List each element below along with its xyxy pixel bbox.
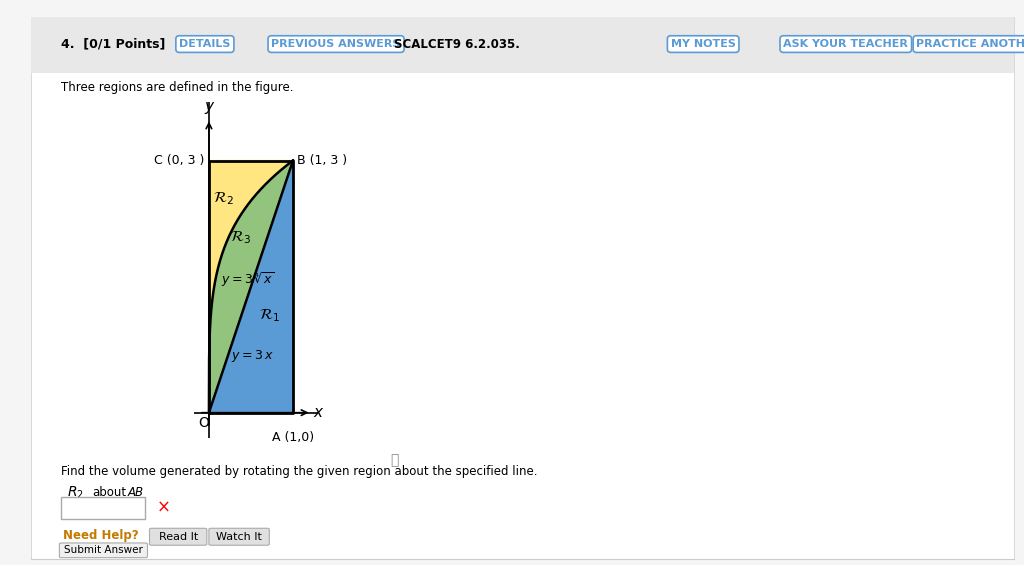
Text: ×: × (157, 499, 171, 517)
Text: about: about (92, 486, 126, 499)
FancyBboxPatch shape (59, 543, 147, 558)
Text: $y = 3\,x$: $y = 3\,x$ (230, 347, 273, 363)
FancyBboxPatch shape (31, 17, 1014, 73)
Text: Find the volume generated by rotating the given region about the specified line.: Find the volume generated by rotating th… (61, 465, 538, 479)
FancyBboxPatch shape (31, 17, 1014, 559)
Text: x: x (313, 405, 323, 420)
Polygon shape (209, 160, 293, 411)
Text: DETAILS: DETAILS (179, 39, 230, 49)
Text: MY NOTES: MY NOTES (671, 39, 735, 49)
Text: ⓘ: ⓘ (390, 454, 398, 467)
Text: AB: AB (128, 486, 144, 499)
Text: SCALCET9 6.2.035.: SCALCET9 6.2.035. (394, 37, 520, 51)
Text: $\mathcal{R}_2$: $\mathcal{R}_2$ (213, 190, 233, 207)
Text: $\mathit{R}_2$: $\mathit{R}_2$ (67, 484, 83, 501)
Text: B (1, 3 ): B (1, 3 ) (297, 154, 347, 167)
Text: Need Help?: Need Help? (63, 529, 139, 542)
Text: C (0, 3 ): C (0, 3 ) (154, 154, 204, 167)
FancyBboxPatch shape (150, 528, 207, 545)
FancyBboxPatch shape (61, 497, 145, 519)
Text: A (1,0): A (1,0) (272, 431, 314, 444)
Text: Read It: Read It (159, 532, 198, 542)
Text: PREVIOUS ANSWERS: PREVIOUS ANSWERS (271, 39, 400, 49)
FancyBboxPatch shape (209, 528, 269, 545)
Text: O: O (199, 416, 209, 430)
Text: $\mathcal{R}_3$: $\mathcal{R}_3$ (229, 229, 251, 246)
Text: Submit Answer: Submit Answer (63, 545, 143, 555)
Text: $\mathcal{R}_1$: $\mathcal{R}_1$ (259, 308, 280, 324)
Text: $y = 3\,\sqrt[4]{x}$: $y = 3\,\sqrt[4]{x}$ (221, 271, 274, 289)
Text: ASK YOUR TEACHER: ASK YOUR TEACHER (783, 39, 908, 49)
Polygon shape (209, 160, 293, 412)
Text: Watch It: Watch It (216, 532, 261, 542)
Polygon shape (209, 160, 293, 412)
Text: PRACTICE ANOTHER: PRACTICE ANOTHER (916, 39, 1024, 49)
Text: 4.  [0/1 Points]: 4. [0/1 Points] (61, 37, 166, 51)
Text: Three regions are defined in the figure.: Three regions are defined in the figure. (61, 81, 294, 94)
Text: y: y (205, 99, 213, 114)
